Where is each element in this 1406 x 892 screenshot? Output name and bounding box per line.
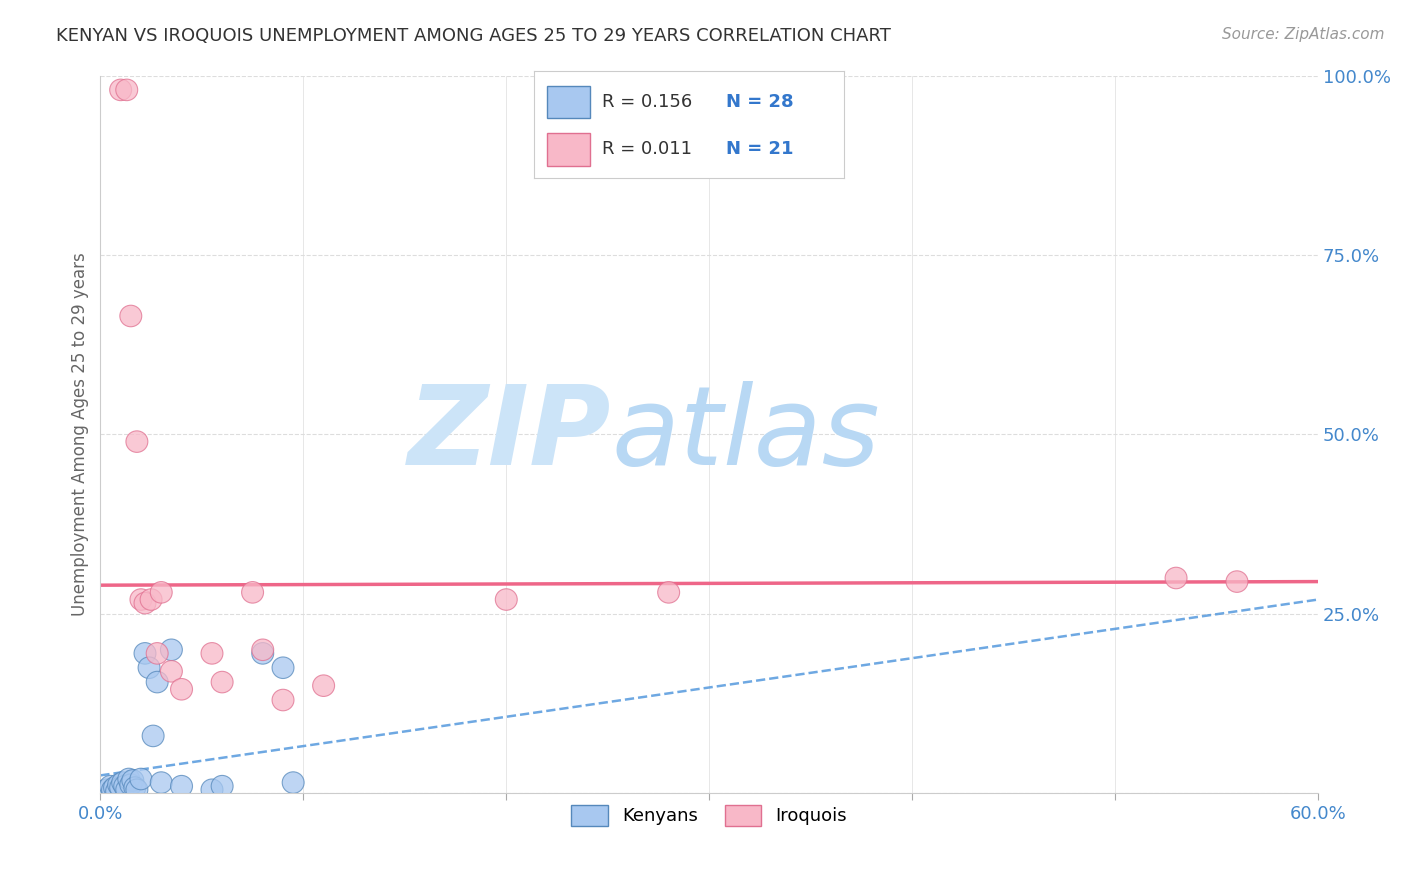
Ellipse shape [211,775,233,797]
Ellipse shape [150,772,172,793]
Ellipse shape [129,589,152,610]
Text: N = 21: N = 21 [725,141,793,159]
Ellipse shape [495,589,517,610]
Ellipse shape [100,775,121,797]
Ellipse shape [122,770,143,791]
Ellipse shape [271,657,294,679]
Ellipse shape [111,772,134,793]
Ellipse shape [124,777,146,798]
Ellipse shape [150,582,172,603]
Ellipse shape [127,431,148,452]
FancyBboxPatch shape [547,87,591,119]
Ellipse shape [211,672,233,693]
Legend: Kenyans, Iroquois: Kenyans, Iroquois [562,796,856,835]
FancyBboxPatch shape [547,134,591,166]
Ellipse shape [110,79,132,101]
Ellipse shape [201,779,224,800]
Ellipse shape [170,775,193,797]
Ellipse shape [114,775,135,797]
Text: atlas: atlas [612,381,880,488]
Ellipse shape [108,774,129,796]
Ellipse shape [134,642,156,665]
Ellipse shape [252,639,274,661]
Ellipse shape [160,661,183,682]
Ellipse shape [1166,567,1187,589]
Ellipse shape [118,768,139,789]
Ellipse shape [1226,571,1249,592]
Ellipse shape [252,642,274,665]
Text: Source: ZipAtlas.com: Source: ZipAtlas.com [1222,27,1385,42]
Text: N = 28: N = 28 [725,94,793,112]
Ellipse shape [138,657,160,679]
Ellipse shape [115,79,138,101]
Ellipse shape [242,582,263,603]
Ellipse shape [104,777,125,798]
Ellipse shape [105,780,128,802]
Y-axis label: Unemployment Among Ages 25 to 29 years: Unemployment Among Ages 25 to 29 years [72,252,89,616]
Ellipse shape [271,690,294,711]
Ellipse shape [101,779,124,800]
Ellipse shape [141,589,162,610]
Ellipse shape [142,725,165,747]
Ellipse shape [146,672,169,693]
Ellipse shape [96,779,117,800]
Ellipse shape [129,768,152,789]
Text: R = 0.011: R = 0.011 [602,141,692,159]
Ellipse shape [312,675,335,697]
Ellipse shape [160,639,183,661]
Text: ZIP: ZIP [408,381,612,488]
Ellipse shape [120,305,142,326]
Ellipse shape [146,642,169,665]
Ellipse shape [120,774,142,796]
Ellipse shape [134,592,156,614]
Ellipse shape [201,642,224,665]
Ellipse shape [658,582,679,603]
Ellipse shape [110,777,132,798]
Ellipse shape [170,679,193,700]
Text: R = 0.156: R = 0.156 [602,94,693,112]
Ellipse shape [283,772,304,793]
Ellipse shape [115,779,138,800]
Text: KENYAN VS IROQUOIS UNEMPLOYMENT AMONG AGES 25 TO 29 YEARS CORRELATION CHART: KENYAN VS IROQUOIS UNEMPLOYMENT AMONG AG… [56,27,891,45]
Ellipse shape [127,779,148,800]
